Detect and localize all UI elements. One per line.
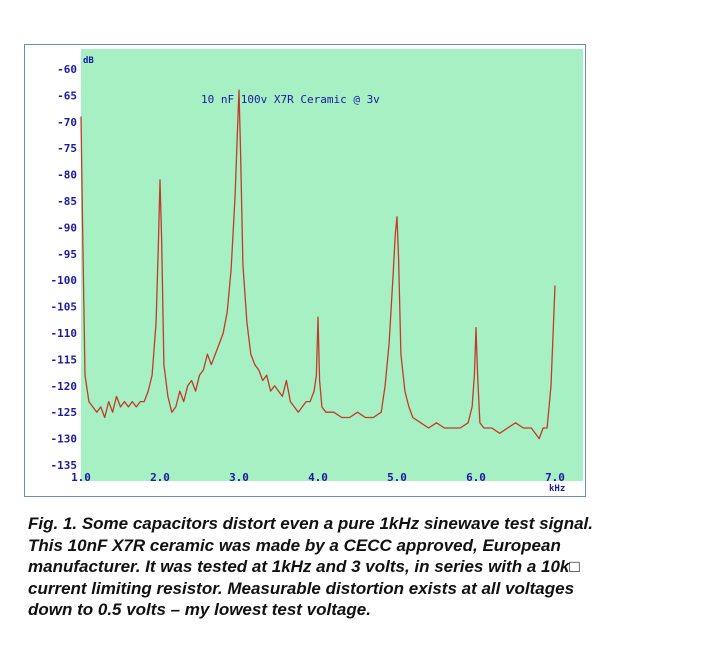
chart-annotation: 10 nF 100v X7R Ceramic @ 3v [201, 93, 380, 106]
caption-line: This 10nF X7R ceramic was made by a CECC… [28, 535, 561, 555]
caption-line: current limiting resistor. Measurable di… [28, 578, 575, 598]
x-tick-label: 2.0 [150, 471, 170, 484]
caption-line: down to 0.5 volts – my lowest test volta… [28, 600, 371, 619]
y-tick-label: -80 [57, 169, 77, 182]
y-tick-label: -90 [57, 221, 77, 234]
x-tick-label: 1.0 [71, 471, 91, 484]
x-unit-label: kHz [549, 484, 565, 494]
caption-line: Fig. 1. Some capacitors distort even a p… [28, 514, 593, 533]
y-tick-label: -120 [51, 380, 78, 393]
y-tick-label: -105 [51, 301, 78, 314]
figure-panel: -60 -65 -70 -75 -80 -85 -90 -95 -100 -105 -110 -115… [24, 44, 586, 497]
x-tick-label: 3.0 [229, 471, 249, 484]
y-tick-label: -70 [57, 116, 77, 129]
spectrum-trace [80, 89, 556, 440]
x-tick-label: 7.0 [545, 471, 565, 484]
y-tick-label: -75 [57, 142, 77, 155]
y-tick-label: -135 [51, 459, 78, 472]
y-tick-label: -95 [57, 248, 77, 261]
y-tick-label: -115 [51, 353, 78, 366]
plot-background [81, 49, 583, 481]
y-tick-label: -60 [57, 63, 77, 76]
y-tick-label: -85 [57, 195, 77, 208]
y-tick-label: -65 [57, 89, 77, 102]
x-tick-label: 4.0 [308, 471, 328, 484]
caption-line: manufacturer. It was tested at 1kHz and … [28, 557, 580, 576]
spectrum-chart: -60 -65 -70 -75 -80 -85 -90 -95 -100 -105 -110 -115… [51, 49, 583, 494]
y-tick-label: -130 [51, 433, 78, 446]
x-tick-label: 6.0 [466, 471, 486, 484]
y-tick-label: -100 [51, 274, 78, 287]
x-axis-ticks: 1.0 2.0 3.0 4.0 5.0 6.0 7.0 [71, 471, 565, 484]
figure-caption: Fig. 1. Some capacitors distort even a p… [28, 513, 698, 621]
x-tick-label: 5.0 [387, 471, 407, 484]
y-tick-label: -110 [51, 327, 78, 340]
y-tick-label: -125 [51, 406, 78, 419]
y-unit-label: dB [83, 56, 94, 66]
y-axis-ticks: -60 -65 -70 -75 -80 -85 -90 -95 -100 -105 -110 -115… [51, 63, 78, 472]
